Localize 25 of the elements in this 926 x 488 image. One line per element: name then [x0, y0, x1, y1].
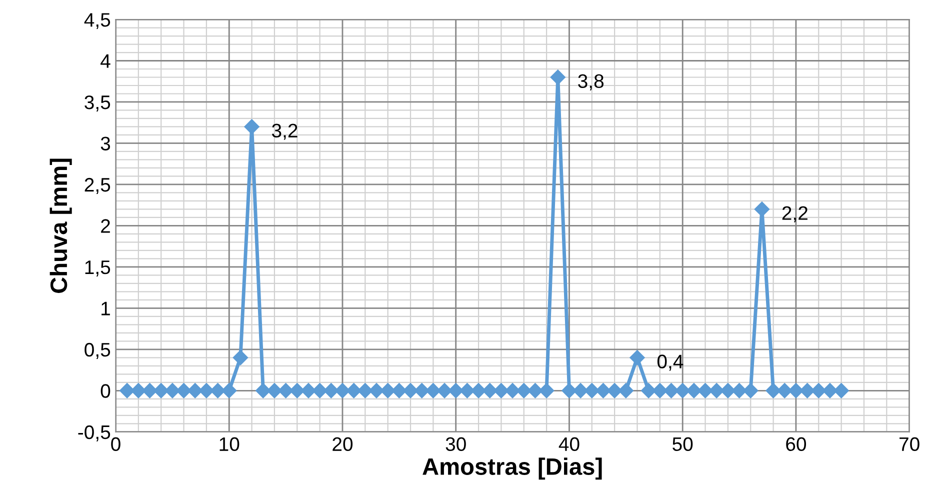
y-tick-label: -0,5	[78, 425, 110, 442]
data-label: 0,4	[657, 354, 684, 371]
y-tick-label: 2,5	[84, 178, 110, 194]
y-tick-label: 2	[101, 219, 110, 233]
y-tick-label: 1	[102, 302, 110, 316]
y-tick-label: 3,5	[84, 95, 110, 112]
y-tick-label: 4,5	[84, 13, 110, 30]
y-tick-label: 3	[100, 136, 110, 150]
y-axis-title: Chuva [mm]	[50, 158, 72, 293]
x-tick-label: 50	[672, 437, 693, 452]
x-tick-label: 0	[111, 437, 120, 452]
x-tick-label: 30	[446, 437, 466, 452]
y-tick-label: 0,5	[84, 342, 110, 359]
x-tick-label: 70	[900, 437, 920, 452]
y-tick-label: 1,5	[85, 260, 110, 276]
y-tick-label: 0	[100, 384, 110, 398]
data-label: 2,2	[782, 206, 808, 222]
x-tick-label: 10	[220, 437, 240, 452]
y-tick-label: 4	[100, 54, 110, 68]
data-label: 3,2	[272, 124, 298, 140]
x-tick-label: 20	[332, 437, 353, 452]
x-axis-title: Amostras [Dias]	[422, 458, 602, 480]
data-label: 3,8	[578, 74, 604, 90]
x-tick-label: 40	[558, 437, 580, 452]
x-tick-label: 60	[786, 437, 806, 452]
